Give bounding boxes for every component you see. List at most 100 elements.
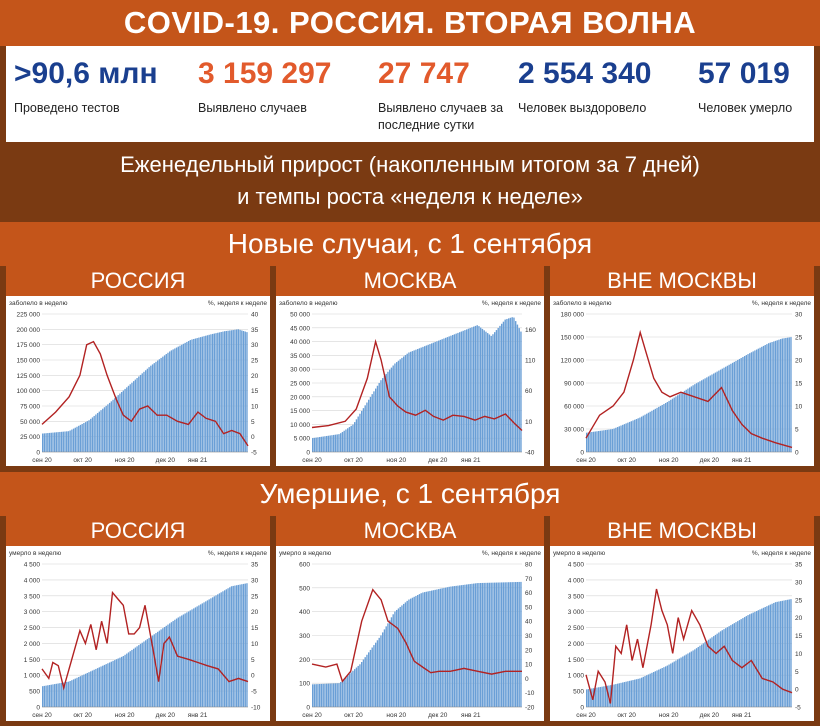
bar: [716, 633, 718, 707]
bar: [702, 643, 705, 707]
bar: [598, 431, 600, 452]
bar: [436, 589, 438, 707]
bar: [343, 678, 345, 707]
bar: [481, 328, 484, 452]
bar: [64, 682, 66, 707]
bar: [177, 617, 179, 707]
y2-tick-label: 110: [525, 358, 536, 365]
bar: [639, 417, 641, 452]
bar: [411, 597, 414, 707]
bar: [408, 352, 410, 452]
bar: [182, 343, 185, 452]
bar: [227, 588, 229, 707]
bar: [627, 681, 629, 707]
bar: [478, 583, 480, 707]
bar: [431, 343, 433, 452]
stats-panel: >90,6 млн Проведено тестов 3 159 297 Выя…: [6, 46, 814, 142]
bar: [513, 317, 515, 452]
y-tick-label: 2 500: [568, 625, 585, 632]
bar: [340, 433, 342, 452]
bar: [731, 362, 734, 452]
bar: [781, 600, 784, 707]
bar: [343, 430, 345, 452]
bar: [117, 395, 119, 452]
bar: [642, 676, 645, 707]
bar: [675, 660, 677, 707]
x-tick-label: янв 21: [188, 457, 208, 464]
bar: [668, 664, 670, 707]
bar: [378, 382, 380, 452]
bar: [93, 415, 95, 452]
bar: [57, 683, 59, 707]
bar: [394, 363, 396, 452]
y-tick-label: 2 000: [568, 641, 585, 648]
bar: [680, 393, 682, 452]
bar: [327, 435, 330, 452]
bar: [443, 338, 445, 452]
bar: [586, 432, 588, 452]
bar: [620, 425, 622, 452]
bar: [429, 344, 431, 452]
bar: [139, 374, 142, 452]
bar: [450, 335, 452, 452]
bar: [131, 382, 133, 452]
bar: [54, 684, 56, 707]
bar: [417, 595, 419, 707]
bar: [138, 645, 140, 707]
y2-tick-label: 5: [795, 669, 799, 676]
bar: [91, 670, 94, 707]
bar: [158, 630, 161, 707]
y-tick-label: 75 000: [20, 404, 40, 411]
x-tick-label: янв 21: [732, 712, 752, 719]
bar: [749, 614, 751, 707]
bar: [172, 349, 174, 452]
bar: [110, 401, 113, 452]
y-tick-label: 225 000: [17, 312, 41, 319]
bar: [774, 602, 777, 707]
bar: [455, 585, 457, 707]
bar: [169, 351, 171, 452]
bar: [158, 359, 161, 452]
bar: [735, 622, 737, 707]
stat-tests: >90,6 млн Проведено тестов: [14, 56, 158, 117]
bar: [115, 396, 118, 452]
bar: [730, 625, 732, 707]
bar: [647, 412, 650, 452]
bar: [786, 337, 789, 452]
bar: [457, 585, 459, 707]
chart-svg: заболело в неделю %, неделя к неделе 0 30 0…: [553, 299, 811, 464]
bar: [62, 682, 64, 707]
bar: [649, 673, 651, 707]
bar: [136, 378, 138, 452]
bar: [767, 343, 770, 452]
bar: [206, 335, 209, 452]
bar: [319, 684, 321, 707]
chart-panel: заболело в неделю %, неделя к неделе 0 25 0…: [6, 296, 270, 466]
bar: [369, 649, 372, 707]
y2-tick-label: 15: [251, 625, 259, 632]
bar: [165, 354, 167, 452]
bar: [687, 388, 689, 452]
y2-tick-label: 5: [795, 427, 799, 434]
bar: [429, 590, 431, 707]
bar: [387, 623, 389, 707]
bar: [362, 659, 365, 707]
bar: [618, 426, 620, 452]
bar: [42, 433, 44, 452]
bar: [329, 683, 331, 707]
bar: [670, 663, 672, 707]
bar: [350, 425, 352, 452]
bar: [487, 582, 489, 707]
bar: [656, 670, 658, 707]
bar: [422, 346, 424, 452]
bar: [427, 591, 429, 707]
y-tick-label: 300: [299, 633, 310, 640]
bar: [721, 368, 723, 452]
bar: [610, 429, 612, 452]
stat-value: 27 747: [378, 57, 470, 90]
bar: [690, 651, 693, 707]
bar: [153, 363, 155, 452]
bar: [404, 355, 407, 452]
bar: [84, 673, 87, 707]
y2-tick-label: 20: [251, 373, 259, 380]
